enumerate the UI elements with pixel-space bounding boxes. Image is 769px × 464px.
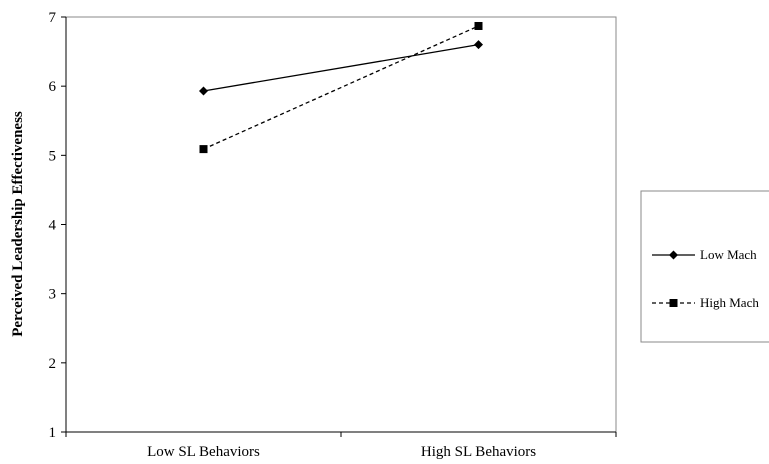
square-icon [669,299,678,307]
x-tick-label: High SL Behaviors [421,444,536,460]
plot-area [65,16,617,433]
data-point-high-mach [474,21,483,30]
y-tick-label: 6 [49,79,57,95]
data-point-low-mach [199,86,208,96]
data-point-high-mach [199,145,208,154]
legend-item-high-mach: High Mach [652,295,759,310]
diamond-icon [669,250,678,260]
x-ticks: Low SL Behaviors High SL Behaviors [65,432,617,460]
y-tick-label: 5 [49,148,57,164]
data-point-low-mach [474,40,483,50]
y-tick-label: 2 [49,356,57,372]
x-tick-label: Low SL Behaviors [147,444,260,460]
series-line-high-mach [203,25,479,150]
y-tick-label: 7 [49,10,57,26]
legend: Low Mach High Mach [640,190,769,343]
legend-box [640,190,769,343]
legend-label-low-mach: Low Mach [700,247,757,262]
legend-item-low-mach: Low Mach [652,247,757,262]
y-ticks: 1 2 3 4 5 6 7 [49,10,66,441]
series-line-low-mach [203,44,479,92]
y-tick-label: 1 [49,425,57,441]
y-axis-title: Perceived Leadership Effectiveness [10,111,26,337]
y-tick-label: 3 [49,287,57,303]
legend-label-high-mach: High Mach [700,295,759,310]
series-layer [199,21,483,154]
y-tick-label: 4 [49,218,57,234]
